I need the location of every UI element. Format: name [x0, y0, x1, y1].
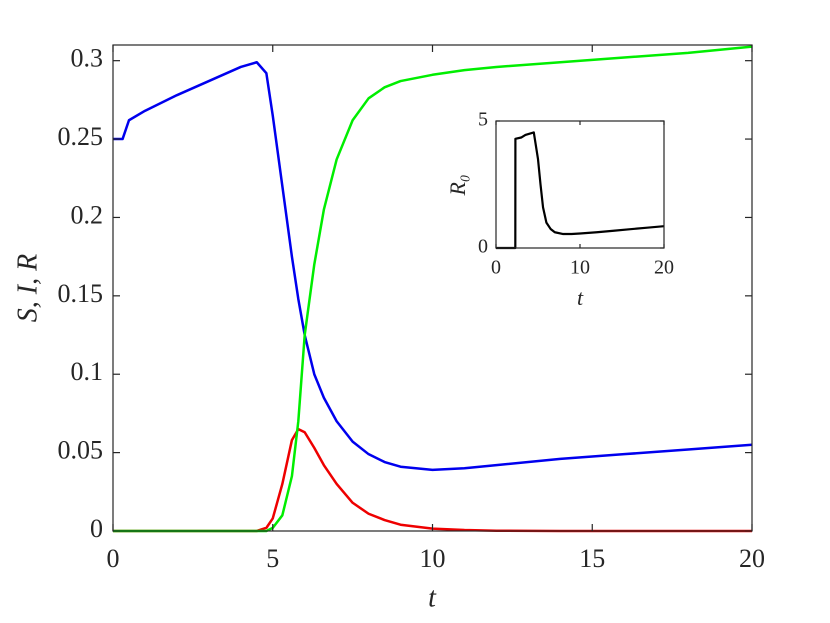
x-tick-label: 0 [491, 257, 501, 279]
y-tick-label: 0.15 [58, 279, 104, 308]
y-tick-label: 0.05 [58, 436, 104, 465]
y-axis-label: S, I, R [12, 254, 43, 322]
y-tick-label: 0 [478, 236, 488, 258]
y-tick-label: 0.2 [71, 200, 104, 229]
y-tick-label: 0.25 [58, 122, 104, 151]
x-tick-label: 5 [266, 544, 279, 573]
x-tick-label: 10 [570, 257, 590, 279]
x-axis-label: t [577, 285, 584, 310]
y-tick-label: 0 [90, 514, 103, 543]
x-tick-label: 0 [107, 544, 120, 573]
x-tick-label: 20 [739, 544, 765, 573]
x-tick-label: 20 [654, 257, 674, 279]
x-tick-label: 15 [579, 544, 605, 573]
series-line [496, 131, 665, 250]
y-tick-label: 0.3 [71, 44, 104, 73]
y-tick-label: 5 [478, 109, 488, 131]
y-axis-label: R₀ [445, 174, 470, 196]
y-tick-label: 0.1 [71, 357, 104, 386]
x-tick-label: 10 [420, 544, 446, 573]
axes-background [113, 45, 752, 531]
axes-background [496, 121, 664, 248]
series-line [113, 61, 753, 472]
x-axis-label: t [428, 582, 437, 613]
